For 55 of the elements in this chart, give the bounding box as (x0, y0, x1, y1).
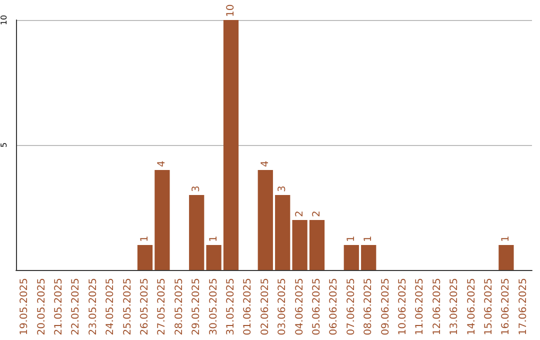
data-label: 2 (294, 210, 306, 217)
data-label: 3 (191, 186, 202, 192)
data-label: 1 (363, 236, 374, 242)
bar (344, 245, 359, 270)
x-tick-label: 24.05.2025 (105, 278, 116, 336)
data-label: 2 (312, 210, 322, 217)
x-tick-label: 17.06.2025 (518, 278, 529, 336)
x-tick-label: 15.06.2025 (484, 278, 494, 336)
bar (223, 20, 239, 270)
bar (154, 170, 170, 270)
bar (206, 245, 222, 270)
x-tick-label: 11.06.2025 (414, 278, 426, 336)
bar (258, 170, 273, 270)
bar (292, 220, 308, 270)
x-tick-label: 22.05.2025 (70, 278, 82, 336)
x-tick-label: 04.06.2025 (294, 278, 306, 336)
x-tick-label: 05.06.2025 (312, 278, 322, 336)
x-tick-label: 27.05.2025 (156, 278, 168, 336)
x-tick-label: 08.06.2025 (363, 278, 374, 336)
x-tick-label: 31.05.2025 (226, 278, 236, 336)
x-tick-label: 03.06.2025 (277, 278, 288, 336)
y-tick-label: 5 (0, 142, 8, 148)
x-tick-label: 14.06.2025 (466, 278, 478, 336)
x-tick-label: 12.06.2025 (432, 278, 443, 336)
x-tick-label: 07.06.2025 (346, 278, 357, 336)
x-tick-label: 10.06.2025 (398, 278, 408, 336)
x-tick-label: 25.05.2025 (122, 278, 134, 336)
bar (137, 245, 153, 270)
bar (275, 195, 290, 270)
x-tick-label: 30.05.2025 (208, 278, 220, 336)
data-label: 1 (140, 236, 150, 242)
x-tick-label: 26.05.2025 (140, 278, 150, 336)
data-label: 4 (156, 160, 168, 167)
x-tick-label: 06.06.2025 (328, 278, 340, 336)
x-tick-label: 01.06.2025 (242, 278, 254, 336)
bar (498, 245, 514, 270)
data-label: 1 (346, 236, 357, 242)
x-tick-label: 20.05.2025 (36, 278, 48, 336)
data-label: 10 (226, 4, 236, 17)
x-tick-label: 28.05.2025 (174, 278, 185, 336)
x-tick-label: 09.06.2025 (380, 278, 392, 336)
x-tick-label: 23.05.2025 (88, 278, 99, 336)
bar (361, 245, 376, 270)
x-tick-label: 19.05.2025 (19, 278, 30, 336)
data-label: 1 (500, 236, 512, 242)
x-tick-label: 02.06.2025 (260, 278, 271, 336)
x-tick-label: 29.05.2025 (191, 278, 202, 336)
bar (309, 220, 325, 270)
x-tick-label: 13.06.2025 (449, 278, 460, 336)
x-tick-label: 16.06.2025 (500, 278, 512, 336)
x-tick-label: 21.05.2025 (54, 278, 64, 336)
data-label: 3 (277, 186, 288, 192)
bar (189, 195, 204, 270)
data-label: 1 (208, 236, 220, 242)
data-label: 4 (260, 160, 271, 167)
